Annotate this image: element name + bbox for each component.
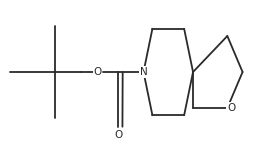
Text: O: O bbox=[114, 130, 122, 140]
Text: N: N bbox=[140, 67, 147, 77]
Text: O: O bbox=[94, 67, 102, 77]
Text: O: O bbox=[227, 103, 235, 113]
